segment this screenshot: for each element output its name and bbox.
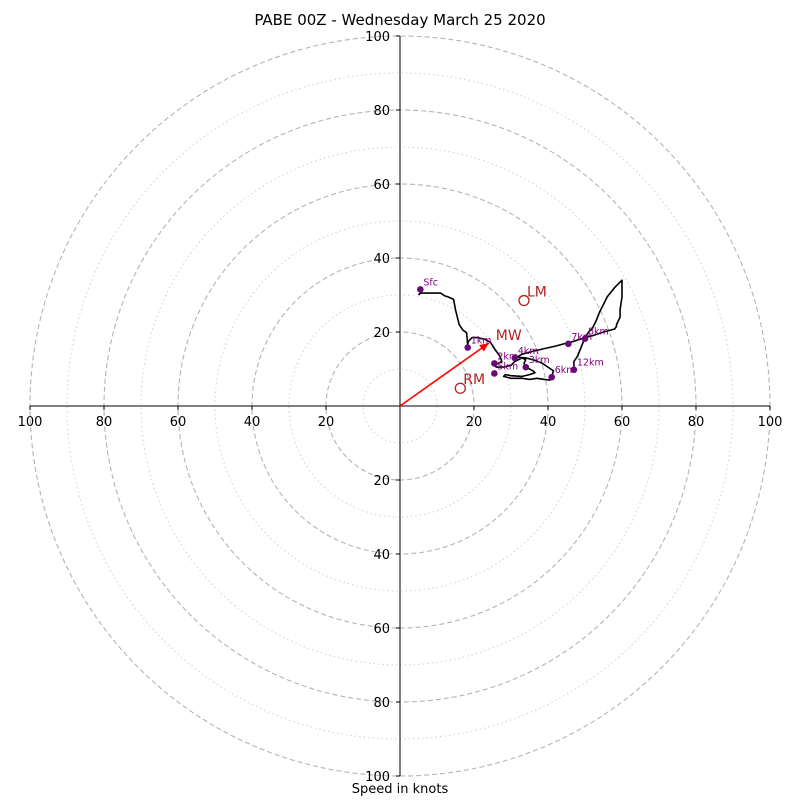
x-tick-label: 20 <box>466 415 483 430</box>
x-tick-label: 20 <box>318 415 335 430</box>
mean-wind-vector: MW <box>399 328 522 407</box>
level-label-5km: 5km <box>497 361 518 372</box>
mean-wind-arrowhead <box>479 343 489 352</box>
level-point-8km <box>581 335 589 342</box>
y-tick-label: 20 <box>373 326 390 341</box>
y-tick-label: 60 <box>373 178 390 193</box>
storm-motion-markers: LM RM <box>454 285 547 394</box>
x-tick-label: 40 <box>244 415 261 430</box>
y-tick-label: 40 <box>373 252 390 267</box>
level-point-4km <box>511 354 518 362</box>
level-label-4km: 4km <box>518 346 539 357</box>
y-tick-label: 80 <box>373 104 390 119</box>
level-label-7km: 7km <box>571 332 592 343</box>
y-tick-label: 60 <box>373 622 390 637</box>
lm-marker <box>518 294 530 307</box>
tick-labels: 20 20 20 20 40 40 40 40 60 60 60 60 80 80 80 80 100 100 10… <box>18 30 783 785</box>
x-axis-label: Speed in knots <box>351 782 449 797</box>
x-tick-label: 80 <box>688 415 705 430</box>
level-label-Sfc: Sfc <box>423 277 438 288</box>
level-point-5km <box>491 370 498 377</box>
y-tick-label: 20 <box>373 474 390 489</box>
level-point-2km <box>491 360 498 367</box>
x-tick-label: 60 <box>614 415 631 430</box>
mean-wind-arrow <box>399 342 490 407</box>
y-tick-label: 100 <box>365 770 390 785</box>
x-tick-label: 100 <box>758 415 783 430</box>
level-point-1km <box>464 344 472 351</box>
y-tick-label: 80 <box>373 696 390 711</box>
level-label-8km: 8km <box>588 327 609 338</box>
level-label-3km: 3km <box>529 355 550 366</box>
level-point-3km <box>522 363 530 371</box>
level-label-6km: 6km <box>555 365 576 376</box>
lm-label: LM <box>527 285 547 301</box>
rm-label: RM <box>463 372 485 388</box>
y-tick-label: 100 <box>365 30 390 45</box>
y-tick-label: 40 <box>373 548 390 563</box>
wind-trace-line <box>417 279 623 381</box>
level-point-6km <box>548 373 555 381</box>
level-point-7km <box>565 340 572 348</box>
mw-label: MW <box>496 328 522 344</box>
x-tick-label: 100 <box>18 415 43 430</box>
x-tick-label: 40 <box>540 415 557 430</box>
hodograph-trace <box>417 279 623 381</box>
rm-marker <box>454 382 466 394</box>
level-point-Sfc <box>417 286 424 293</box>
level-label-12km: 12km <box>577 358 604 369</box>
level-point-12km <box>570 366 578 374</box>
x-tick-label: 80 <box>96 415 113 430</box>
level-label-1km: 1km <box>471 336 492 347</box>
level-label-2km: 2km <box>497 351 518 362</box>
x-tick-label: 60 <box>170 415 187 430</box>
chart-title: PABE 00Z - Wednesday March 25 2020 <box>254 11 546 29</box>
